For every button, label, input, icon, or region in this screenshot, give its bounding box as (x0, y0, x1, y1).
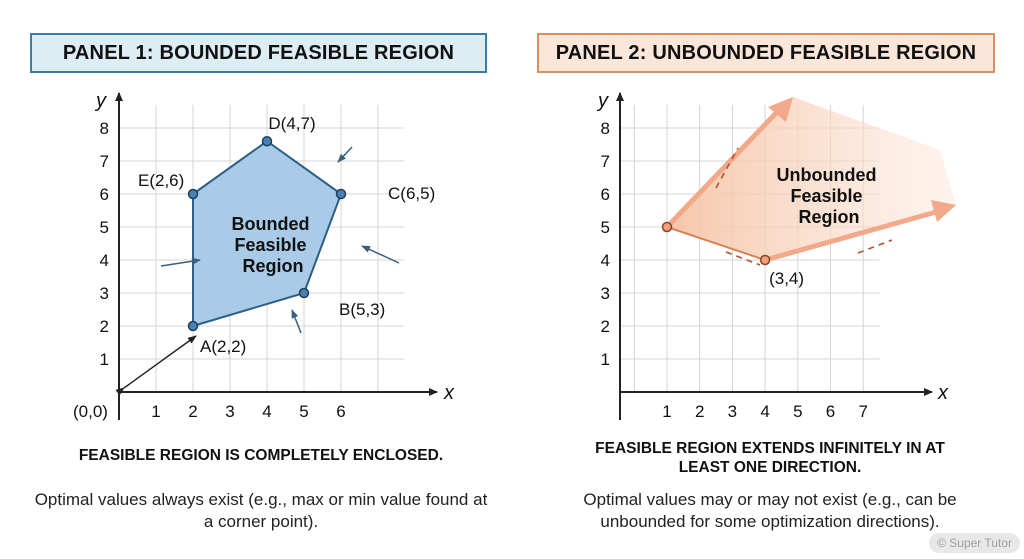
x-tick-label: 2 (188, 402, 197, 421)
region-label-unbounded: Unbounded Feasible Region (777, 165, 882, 227)
y-tick-label: 5 (100, 218, 109, 237)
y-tick-label: 4 (601, 251, 610, 270)
constraint-arrow-2 (160, 257, 201, 267)
panel2-tick-labels: 1 2 3 4 5 6 7 1 2 3 4 5 6 7 8 (601, 119, 868, 421)
panel1-caption-heading: FEASIBLE REGION IS COMPLETELY ENCLOSED. (78, 447, 444, 464)
vertex-point (187, 320, 199, 332)
constraint-arrow-3 (361, 245, 400, 264)
x-tick-label: 1 (662, 402, 671, 421)
unbounded-feasible-region (664, 97, 956, 266)
x-tick-label: 4 (760, 402, 769, 421)
y-tick-label: 1 (100, 350, 109, 369)
x-tick-label: 7 (858, 402, 867, 421)
panel2-caption-text: Optimal values may or may not exist (e.g… (583, 490, 957, 531)
bounded-feasible-region (192, 140, 342, 327)
constraint-dash-1 (715, 147, 739, 189)
y-tick-label: 5 (601, 218, 610, 237)
y-tick-label: 3 (601, 284, 610, 303)
y-tick-label: 8 (601, 119, 610, 138)
panel1-tick-labels: 1 2 3 4 5 6 1 2 3 4 5 6 7 8 (100, 119, 346, 421)
vertex-label: D(4,7) (268, 114, 315, 133)
vertex-point (261, 135, 273, 147)
x-tick-label: 5 (299, 402, 308, 421)
arrow-right-head (931, 200, 956, 222)
panel1-vertices: A(2,2) B(5,3) C(6,5) D(4,7) E(2,6) (138, 114, 435, 356)
region-label-bounded: Bounded Feasible Region (231, 214, 314, 276)
panel2-x-axis-label: x (937, 382, 949, 404)
y-tick-label: 4 (100, 251, 109, 270)
panel1-y-axis-label: y (94, 90, 107, 112)
y-tick-label: 6 (601, 185, 610, 204)
x-tick-label: 5 (793, 402, 802, 421)
panel2-plot: 1 2 3 4 5 6 7 1 2 3 4 5 6 7 8 (3,4) x y Unbounded Feas… (596, 90, 956, 421)
panel2-axes (616, 92, 933, 420)
y-tick-label: 2 (100, 317, 109, 336)
arrow-up-shaft (664, 109, 780, 230)
arrow-up-head (768, 97, 793, 122)
x-tick-label: 4 (262, 402, 271, 421)
y-tick-label: 6 (100, 185, 109, 204)
y-tick-label: 7 (601, 152, 610, 171)
panel2-vertices: (3,4) (661, 221, 804, 288)
panel1-constraint-arrows (115, 146, 400, 396)
region-edge (666, 226, 766, 261)
constraint-arrow-4 (291, 309, 302, 334)
vertex-label: E(2,6) (138, 171, 184, 190)
x-tick-label: 6 (826, 402, 835, 421)
vertex-point (335, 188, 347, 200)
y-tick-label: 7 (100, 152, 109, 171)
vertex-point (661, 221, 673, 233)
x-tick-label: 1 (151, 402, 160, 421)
panel1-title: PANEL 1: BOUNDED FEASIBLE REGION (30, 33, 487, 73)
vertex-label: (3,4) (769, 269, 804, 288)
panel2-title: PANEL 2: UNBOUNDED FEASIBLE REGION (537, 33, 995, 73)
vertex-point (298, 287, 310, 299)
vertex-point (759, 254, 771, 266)
constraint-arrow-1 (337, 146, 353, 163)
arrow-right-shaft (762, 209, 939, 263)
bounded-region-polygon (192, 140, 342, 327)
panel2-caption-heading: FEASIBLE REGION EXTENDS INFINITELY IN AT… (595, 440, 945, 476)
vertex-point (187, 188, 199, 200)
x-tick-label: 2 (695, 402, 704, 421)
panel1-x-axis-label: x (443, 382, 455, 404)
panel1-plot: 1 2 3 4 5 6 1 2 3 4 5 6 7 8 A(2,2) B(5,3) C(6,5) D(4,7) E… (73, 90, 455, 421)
y-tick-label: 3 (100, 284, 109, 303)
unbounded-region-fill (667, 97, 956, 260)
panel2-y-axis-label: y (596, 90, 609, 112)
vertex-label: A(2,2) (200, 337, 246, 356)
origin-to-a-arrow (115, 335, 197, 396)
vertex-label: C(6,5) (388, 184, 435, 203)
watermark: © Super Tutor (929, 533, 1020, 553)
y-tick-label: 2 (601, 317, 610, 336)
vertex-label: B(5,3) (339, 300, 385, 319)
x-tick-label: 3 (728, 402, 737, 421)
y-tick-label: 1 (601, 350, 610, 369)
x-tick-label: 3 (225, 402, 234, 421)
x-tick-label: 6 (336, 402, 345, 421)
panel1-caption-text: Optimal values always exist (e.g., max o… (34, 490, 488, 531)
panel1-origin-label: (0,0) (73, 402, 108, 421)
y-tick-label: 8 (100, 119, 109, 138)
